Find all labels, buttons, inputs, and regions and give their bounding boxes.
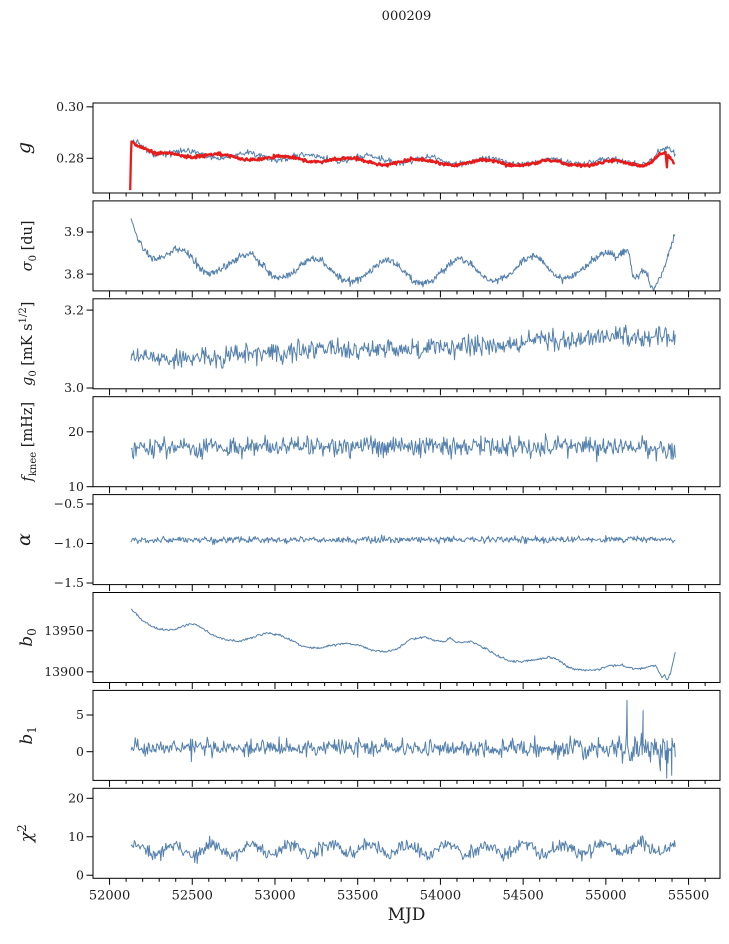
y-axis-label-g0: g0​ [mK s1/2​] <box>18 302 39 386</box>
panel-chi2: 20 10 0 52000 52500 53000 53500 54000 54500 55000… <box>15 787 721 903</box>
series-alpha-trace <box>130 534 676 546</box>
y-axis-label-b0: b0​ <box>17 628 39 647</box>
y-tick-label: 20 <box>68 791 84 806</box>
series-fknee-trace <box>130 433 676 463</box>
series-b1-trace <box>130 699 676 779</box>
x-tick-label: 55000 <box>585 888 626 903</box>
y-tick-label: 3.0 <box>64 380 84 395</box>
panel-frame-b0 <box>92 592 721 683</box>
y-tick-label: 3.8 <box>64 266 84 281</box>
y-axis-label-fknee: fknee​ [mHz] <box>20 402 39 483</box>
x-tick-label: 53500 <box>337 888 378 903</box>
y-tick-label: 5 <box>76 707 84 722</box>
y-tick-label: −1.0 <box>54 536 84 551</box>
y-tick-label: 3.2 <box>64 302 84 317</box>
series-g-smooth-model <box>129 140 676 191</box>
y-tick-label: 20 <box>68 424 84 439</box>
y-tick-label: 13900 <box>44 664 84 679</box>
y-axis-label-alpha: α <box>13 533 35 546</box>
x-tick-label: 54000 <box>420 888 461 903</box>
y-tick-label: 10 <box>68 479 84 494</box>
y-axis-label-g: g <box>13 142 35 154</box>
panel-alpha: −0.5 −1.0 −1.5 α <box>13 494 721 592</box>
panel-fknee: 20 10 fknee​ [mHz] <box>20 396 721 494</box>
y-axis-label-chi2: χ2​ <box>15 824 37 843</box>
x-tick-label: 52000 <box>89 888 130 903</box>
y-axis-label-b1: b1​ <box>17 726 39 745</box>
y-tick-label: 0 <box>76 744 84 759</box>
x-tick-label: 53000 <box>254 888 295 903</box>
panel-g: 0.30 0.28 g <box>13 99 721 200</box>
panel-frame-b1 <box>92 689 721 781</box>
panel-sigma0: 3.9 3.8 σ0​ [du] <box>20 200 721 298</box>
x-tick-label: 54500 <box>502 888 543 903</box>
panel-frame-alpha <box>92 494 721 586</box>
y-tick-label: 13950 <box>44 623 84 638</box>
panel-frame-fknee <box>92 396 721 488</box>
y-tick-label: −1.5 <box>54 575 84 590</box>
panel-b1: 5 0 b1​ <box>17 689 721 787</box>
x-axis-label: MJD <box>387 905 426 925</box>
y-tick-label: −0.5 <box>54 496 84 511</box>
panel-b0: 13950 13900 b0​ <box>17 592 721 689</box>
series-chi2-trace <box>130 835 676 865</box>
x-tick-label: 52500 <box>172 888 213 903</box>
panel-frame-sigma0 <box>92 200 721 292</box>
series-g-measured <box>130 139 676 168</box>
y-axis-label-sigma0: σ0​ [du] <box>20 220 39 271</box>
y-tick-label: 10 <box>68 829 84 844</box>
y-tick-label: 0.30 <box>56 99 84 114</box>
panel-g0: 3.2 3.0 g0​ [mK s1/2​] <box>18 298 721 396</box>
y-tick-label: 0 <box>76 867 84 882</box>
y-tick-label: 3.9 <box>64 224 84 239</box>
series-g0-trace <box>130 324 676 370</box>
panel-frame-g <box>92 102 721 194</box>
series-sigma0-trace <box>130 218 676 291</box>
series-b0-trace <box>130 608 676 681</box>
y-tick-label: 0.28 <box>56 150 84 165</box>
x-tick-label: 55500 <box>668 888 709 903</box>
panel-frame-g0 <box>92 298 721 390</box>
panel-frame-chi2 <box>92 787 721 879</box>
figure-title: 000209 <box>381 9 432 24</box>
